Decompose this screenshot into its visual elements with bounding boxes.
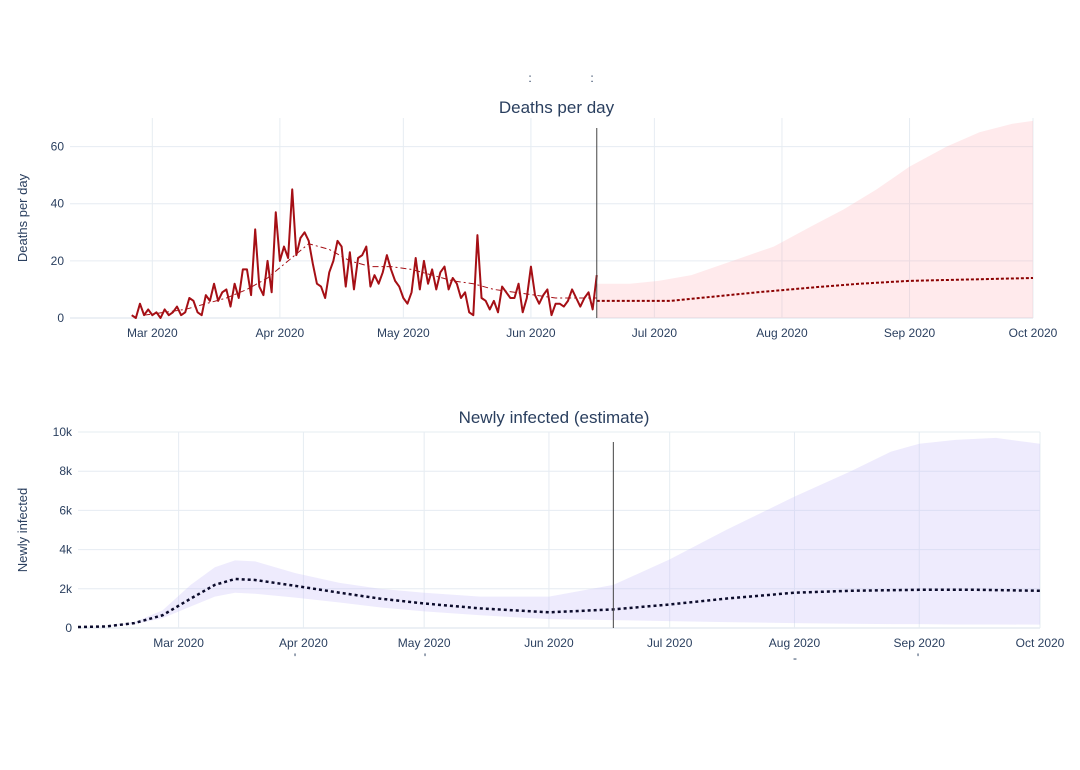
- x-tick-label: Jul 2020: [647, 636, 693, 650]
- x-tick-label: Aug 2020: [769, 636, 821, 650]
- y-tick-label: 20: [51, 254, 65, 268]
- chart-title: Newly infected (estimate): [459, 408, 650, 427]
- x-tick-label: Apr 2020: [279, 636, 328, 650]
- x-tick-label: May 2020: [377, 326, 430, 340]
- y-tick-label: 0: [65, 621, 72, 635]
- band-area: [596, 120, 1033, 318]
- y-axis-ticks: 0 2k 4k 6k 8k 10k: [53, 425, 73, 635]
- x-tick-label: Apr 2020: [256, 326, 305, 340]
- x-tick-label: Sep 2020: [884, 326, 936, 340]
- series-lines: [131, 188, 1034, 319]
- chart-title: Deaths per day: [499, 98, 615, 117]
- band-area: [78, 437, 1040, 628]
- y-axis-ticks: 0 20 40 60: [51, 140, 65, 325]
- x-tick-label: Aug 2020: [756, 326, 808, 340]
- top-annotation-colon: :: [528, 71, 531, 85]
- gridlines: [78, 431, 1041, 629]
- forecast-band: [596, 120, 1033, 318]
- y-axis-label: Newly infected: [15, 488, 30, 573]
- x-tick-label: May 2020: [398, 636, 451, 650]
- series-line-estimate: [77, 577, 1041, 629]
- uncertainty-band: [78, 437, 1040, 628]
- series-lines: [77, 577, 1041, 629]
- y-tick-label: 4k: [59, 543, 73, 557]
- y-tick-label: 10k: [53, 425, 73, 439]
- y-tick-label: 2k: [59, 582, 73, 596]
- x-tick-label: Jun 2020: [506, 326, 556, 340]
- y-axis-label: Deaths per day: [15, 173, 30, 262]
- y-tick-label: 40: [51, 197, 65, 211]
- bottom-annotation-mark: ': [294, 651, 296, 665]
- x-tick-label: Mar 2020: [127, 326, 178, 340]
- y-tick-label: 8k: [59, 464, 73, 478]
- series-line-observed: [131, 188, 598, 319]
- x-tick-label: Jul 2020: [632, 326, 678, 340]
- y-tick-label: 6k: [59, 503, 73, 517]
- gridlines: [70, 118, 1034, 319]
- newly-infected-panel: 0 2k 4k 6k 8k 10k Mar 2020 Apr 2020 May 2020 Jun…: [15, 408, 1065, 650]
- y-tick-label: 60: [51, 140, 65, 154]
- deaths-per-day-panel: 0 20 40 60 Mar 2020 Apr 2020 May 2020 Jun 2020…: [15, 98, 1058, 340]
- top-annotation-colon: :: [590, 71, 593, 85]
- x-axis-ticks: Mar 2020 Apr 2020 May 2020 Jun 2020 Jul 2020…: [153, 636, 1064, 650]
- bottom-annotation-mark: ': [424, 651, 426, 665]
- bottom-annotation-mark: ': [917, 651, 919, 665]
- x-tick-label: Sep 2020: [894, 636, 946, 650]
- x-tick-label: Jun 2020: [524, 636, 574, 650]
- bottom-annotation-mark: -: [793, 651, 797, 665]
- x-axis-ticks: Mar 2020 Apr 2020 May 2020 Jun 2020 Jul 2020…: [127, 326, 1058, 340]
- x-tick-label: Oct 2020: [1009, 326, 1058, 340]
- y-tick-label: 0: [57, 311, 64, 325]
- series-line-forecast: [596, 277, 1034, 302]
- x-tick-label: Mar 2020: [153, 636, 204, 650]
- x-tick-label: Oct 2020: [1016, 636, 1065, 650]
